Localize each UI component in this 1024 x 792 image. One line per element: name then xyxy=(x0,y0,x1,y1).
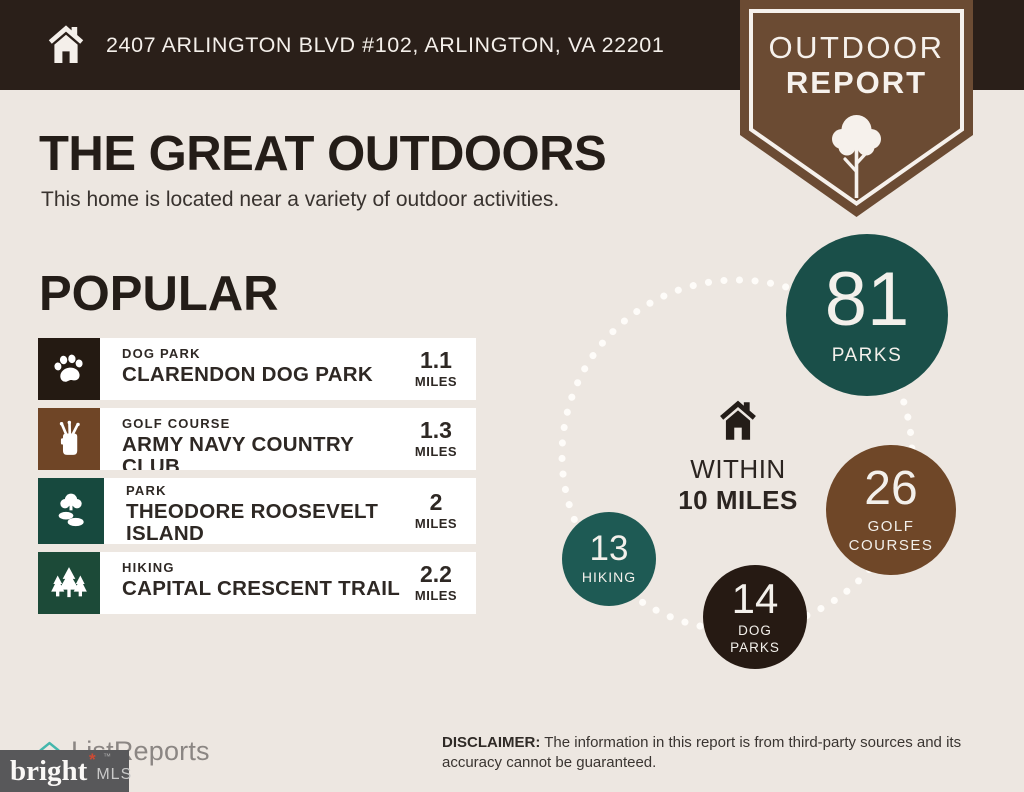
stat-value: 81 xyxy=(824,257,910,343)
item-distance: 2.2 MILES xyxy=(414,561,458,604)
golf-bag-icon xyxy=(38,408,100,470)
radius-distance-text: 10 MILES xyxy=(678,485,798,515)
stat-label: DOG PARKS xyxy=(730,622,780,655)
page-title: THE GREAT OUTDOORS xyxy=(39,127,607,181)
list-item-park: PARK THEODORE ROOSEVELT ISLAND 2 MILES xyxy=(38,478,476,544)
popular-list: DOG PARK CLARENDON DOG PARK 1.1 MILES xyxy=(38,338,476,622)
stat-label: HIKING xyxy=(581,569,637,586)
item-name: ARMY NAVY COUNTRY CLUB xyxy=(122,433,355,471)
pine-trees-icon xyxy=(38,552,100,614)
item-distance: 1.1 MILES xyxy=(414,347,458,390)
list-item-golf-course: GOLF COURSE ARMY NAVY COUNTRY CLUB 1.3 M… xyxy=(38,408,476,470)
stat-label: PARKS xyxy=(831,345,903,367)
badge-title-line2: REPORT xyxy=(786,65,927,100)
bright-star-icon: * xyxy=(89,749,96,769)
stat-circle-golf-courses: 26 GOLF COURSES xyxy=(826,445,956,575)
item-name: CLARENDON DOG PARK xyxy=(122,363,374,386)
stat-value: 13 xyxy=(589,529,629,569)
mls-wordmark: MLS xyxy=(96,766,133,783)
stat-circle-hiking: 13 HIKING xyxy=(562,512,656,606)
stat-circle-parks: 81 PARKS xyxy=(786,234,948,396)
stat-circle-dog-parks: 14 DOG PARKS xyxy=(703,565,807,669)
trademark-symbol: ™ xyxy=(103,751,111,761)
bright-mls-logo: bright * ™ MLS xyxy=(0,749,133,792)
paw-icon xyxy=(38,338,100,400)
disclaimer-text: The information in this report is from t… xyxy=(442,734,962,772)
list-item-hiking: HIKING CAPITAL CRESCENT TRAIL 2.2 MILES xyxy=(38,552,476,614)
within-radius-label: WITHIN 10 MILES xyxy=(655,396,821,516)
page-subtitle: This home is located near a variety of o… xyxy=(41,188,560,211)
disclaimer: DISCLAIMER: The information in this repo… xyxy=(442,733,982,774)
item-name: THEODORE ROOSEVELT ISLAND xyxy=(126,500,379,545)
within-text: WITHIN xyxy=(690,454,786,484)
outdoor-report-badge: OUTDOOR REPORT xyxy=(740,0,973,217)
item-category: PARK xyxy=(126,483,167,498)
property-address: 2407 ARLINGTON BLVD #102, ARLINGTON, VA … xyxy=(106,32,665,57)
tree-icon xyxy=(832,115,881,198)
stat-label: GOLF COURSES xyxy=(848,517,934,554)
house-icon xyxy=(720,400,756,440)
badge-border xyxy=(749,9,964,206)
stat-value: 26 xyxy=(864,461,918,515)
item-category: DOG PARK xyxy=(122,346,201,361)
item-category: GOLF COURSE xyxy=(122,416,231,431)
stat-value: 14 xyxy=(731,574,779,622)
popular-heading: POPULAR xyxy=(39,267,279,321)
item-distance: 2 MILES xyxy=(414,489,458,532)
bright-wordmark: bright xyxy=(10,754,88,787)
item-distance: 1.3 MILES xyxy=(414,417,458,460)
list-item-dog-park: DOG PARK CLARENDON DOG PARK 1.1 MILES xyxy=(38,338,476,400)
badge-title-line1: OUTDOOR xyxy=(769,30,945,65)
home-icon xyxy=(48,25,84,63)
item-category: HIKING xyxy=(122,560,175,575)
disclaimer-label: DISCLAIMER: xyxy=(442,734,541,751)
tree-path-icon xyxy=(38,478,104,544)
item-name: CAPITAL CRESCENT TRAIL xyxy=(122,577,401,600)
